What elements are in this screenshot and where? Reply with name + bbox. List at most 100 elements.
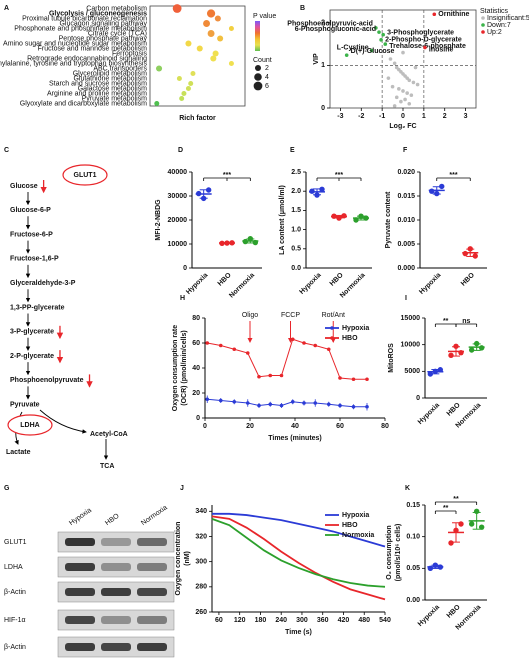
y-tick-label: 1 (321, 62, 325, 69)
y-tick-label: 5000 (404, 368, 420, 375)
marker (232, 347, 237, 352)
lane-label: Hypoxia (68, 507, 93, 527)
blot-band (101, 616, 131, 624)
category-label: Hypoxia (417, 604, 441, 628)
significance-label: *** (223, 172, 231, 179)
significance-label: ** (453, 496, 459, 503)
blot-band (137, 616, 167, 624)
y-tick-label: 0.15 (406, 502, 420, 509)
x-tick-label: 40 (291, 423, 299, 430)
point (381, 32, 385, 37)
category-label: Glutathione metabolism (73, 75, 147, 82)
enzyme-outline (7, 414, 53, 436)
marker (257, 403, 261, 408)
size-legend-label: 4 (265, 74, 269, 81)
legend-title: Statistics (480, 8, 509, 15)
blot-strip (57, 609, 175, 631)
category-label: Hypoxia (417, 402, 441, 426)
category-label: HBO (446, 603, 462, 619)
marker (257, 374, 261, 379)
point (405, 91, 409, 95)
panel-label: C (4, 147, 9, 154)
category-label: Hypoxia (418, 272, 442, 296)
category-label: HBO (329, 271, 345, 287)
y-tick-label: 0.015 (397, 193, 415, 200)
y-tick-label: 2.0 (291, 188, 301, 195)
event-label: Oligo (242, 312, 258, 319)
y-tick-label: 0.05 (406, 565, 420, 572)
point-label: Phosphoenolpyruvic-acid (287, 21, 373, 28)
category-label: Glycolysis / gluconeogenesis (49, 10, 147, 17)
point (205, 187, 212, 193)
size-legend-label: 6 (265, 83, 269, 90)
point (390, 84, 395, 89)
point (448, 540, 454, 546)
pathway-step: Fructose-6-P (10, 231, 53, 238)
y-tick-label: 0.005 (397, 241, 415, 248)
bubble (172, 4, 182, 13)
marker (365, 377, 369, 382)
point (401, 50, 405, 55)
size-legend-title: Count (253, 57, 272, 64)
y-tick-label: 0 (321, 105, 325, 112)
panel-label: E (290, 147, 295, 154)
panel-label: F (403, 147, 408, 154)
pathway-step: 2-P-glycerate (10, 353, 54, 360)
category-label: Hypoxia (185, 272, 209, 296)
bubble (210, 55, 217, 62)
point (472, 253, 478, 259)
pathway-step: Pyruvate (10, 402, 40, 409)
y-tick-label: 0.000 (397, 265, 415, 272)
pathway-step: Phosphoenolpyruvate (10, 377, 84, 384)
y-tick-label: 340 (195, 508, 207, 515)
y-axis-label: VIP (313, 53, 320, 65)
point (336, 215, 342, 221)
y-axis-label: Oxygen concentration (175, 522, 182, 596)
point (468, 347, 475, 353)
point-label: Trehalose-6-phosphate (389, 43, 466, 50)
marker (218, 343, 223, 348)
panel-label: K (405, 485, 410, 492)
point (229, 240, 235, 246)
y-tick-label: 300 (195, 558, 207, 565)
bubble (203, 20, 210, 27)
point (403, 97, 407, 102)
y-tick-label: 15000 (401, 315, 421, 322)
panel-label: G (4, 485, 10, 492)
point (453, 527, 459, 534)
lane-label: Normoxia (140, 504, 169, 527)
legend-label: Down:7 (487, 22, 511, 29)
y-tick-label: 260 (195, 609, 207, 616)
marker (279, 403, 284, 408)
point (432, 12, 437, 17)
point (437, 564, 444, 570)
legend-marker (481, 16, 485, 20)
category-label: Citrate cycle (TCA) (88, 30, 147, 37)
marker (338, 403, 342, 408)
point (224, 240, 230, 246)
category-label: Proximal tubule bicarbonate reclamation (22, 15, 147, 22)
category-label: Fructose and mannose metabolism (38, 45, 147, 52)
category-label: ABC transporters (93, 65, 147, 72)
x-tick-label: 1 (422, 113, 426, 120)
blot-row-label: LDHA (4, 564, 23, 571)
category-label: Arginine and proline metabolism (47, 90, 147, 97)
significance-label: ns (462, 318, 470, 325)
point (432, 368, 439, 375)
x-tick-label: 20 (246, 423, 254, 430)
series-line (211, 518, 386, 588)
marker (290, 399, 295, 404)
y-tick-label: 10000 (401, 342, 421, 349)
blot-band (65, 538, 95, 546)
y-tick-label: 1.5 (291, 207, 301, 214)
point (397, 87, 401, 91)
y-tick-label: 320 (195, 533, 207, 540)
size-legend-dot (254, 64, 262, 72)
category-label: Hypoxia (299, 272, 323, 296)
x-tick-label: 120 (234, 617, 246, 624)
pathway-step: Fructose-1,6-P (10, 256, 59, 263)
y-tick-label: 1.0 (291, 226, 301, 233)
point-label: 6-Phosphogluconic-acid (295, 26, 376, 33)
point-label: D(+)-Glucose (351, 48, 395, 55)
x-axis-label: Rich factor (179, 115, 216, 122)
